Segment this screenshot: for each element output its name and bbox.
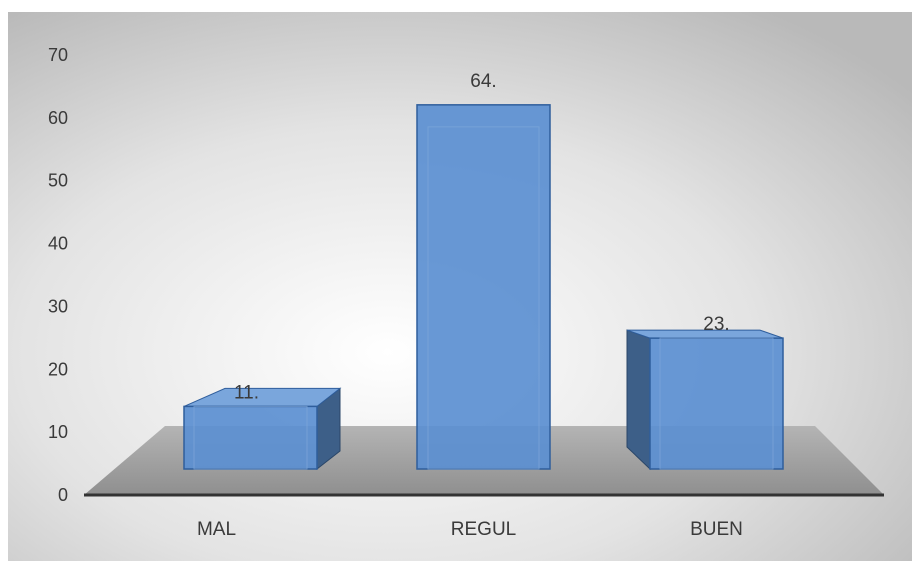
bar-inner-edge <box>193 405 308 470</box>
data-label: 23. <box>703 314 729 335</box>
bar-side-face <box>626 329 651 471</box>
y-tick-label: 40 <box>48 234 68 254</box>
bar-buen <box>626 329 784 471</box>
bar-mal <box>183 387 342 471</box>
y-tick-label: 70 <box>48 45 68 65</box>
category-label: BUEN <box>690 519 743 540</box>
data-label: 64. <box>470 71 496 92</box>
bar-regul <box>416 104 551 470</box>
y-tick-label: 10 <box>48 422 68 442</box>
bar-front-face <box>416 104 551 470</box>
y-tick-label: 50 <box>48 171 68 191</box>
y-tick-label: 30 <box>48 296 68 316</box>
category-label: REGUL <box>451 519 516 540</box>
category-labels: MAL REGUL BUEN <box>197 519 743 540</box>
data-label: 11. <box>234 382 259 403</box>
bar-front-face <box>183 405 318 470</box>
bars <box>183 104 784 471</box>
category-label: MAL <box>197 519 236 540</box>
data-labels: 11. 64. 23. <box>234 71 730 404</box>
y-axis-ticks: 0 10 20 30 40 50 60 70 <box>48 45 68 505</box>
bar-inner-edge <box>659 337 774 470</box>
bar-inner-edge <box>427 126 540 470</box>
bar-front-face <box>649 337 784 470</box>
y-tick-label: 20 <box>48 359 68 379</box>
y-tick-label: 60 <box>48 108 68 128</box>
y-tick-label: 0 <box>58 485 68 505</box>
